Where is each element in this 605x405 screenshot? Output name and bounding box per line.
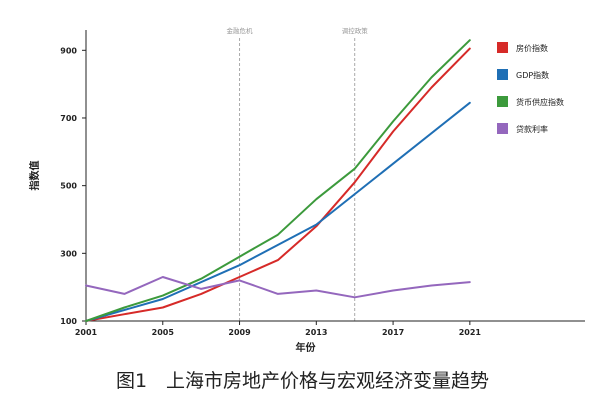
event-label: 调控政策 xyxy=(342,26,369,35)
series-line-2 xyxy=(85,101,471,322)
legend-swatch xyxy=(497,123,508,134)
line-chart: 金融危机 调控政策 100 300 500 700 900 2001 2005 2009 2013… xyxy=(28,26,585,354)
legend-label: GDP指数 xyxy=(516,70,549,80)
event-markers: 金融危机 调控政策 xyxy=(227,26,369,321)
y-tick-label: 100 xyxy=(60,317,77,326)
x-tick-label: 2009 xyxy=(228,328,251,337)
series-lines xyxy=(85,39,471,322)
event-label: 金融危机 xyxy=(227,26,254,35)
y-tick-label: 700 xyxy=(60,114,77,123)
x-tick-label: 2017 xyxy=(382,328,404,337)
legend-swatch xyxy=(497,42,508,53)
x-tick-label: 2005 xyxy=(152,328,175,337)
legend-label: 贷款利率 xyxy=(516,124,548,134)
series-line-1 xyxy=(85,47,471,322)
y-tick-label: 500 xyxy=(60,182,77,191)
series-line-3 xyxy=(85,39,471,322)
x-tick-label: 2021 xyxy=(459,328,482,337)
x-tick-label: 2013 xyxy=(305,328,327,337)
y-tick-label: 300 xyxy=(60,249,77,258)
axes: 100 300 500 700 900 2001 2005 2009 2013 2017 2021 xyxy=(60,30,585,337)
legend-swatch xyxy=(497,69,508,80)
y-tick-label: 900 xyxy=(60,46,77,55)
x-axis-title: 年份 xyxy=(296,341,317,354)
legend-label: 货币供应指数 xyxy=(516,97,564,107)
x-tick-label: 2001 xyxy=(75,328,98,337)
figure-caption: 图1 上海市房地产价格与宏观经济变量趋势 xyxy=(115,370,490,392)
series-line-4 xyxy=(85,276,471,299)
legend-label: 房价指数 xyxy=(516,43,548,53)
y-axis-title: 指数值 xyxy=(28,161,41,191)
legend-swatch xyxy=(497,96,508,107)
